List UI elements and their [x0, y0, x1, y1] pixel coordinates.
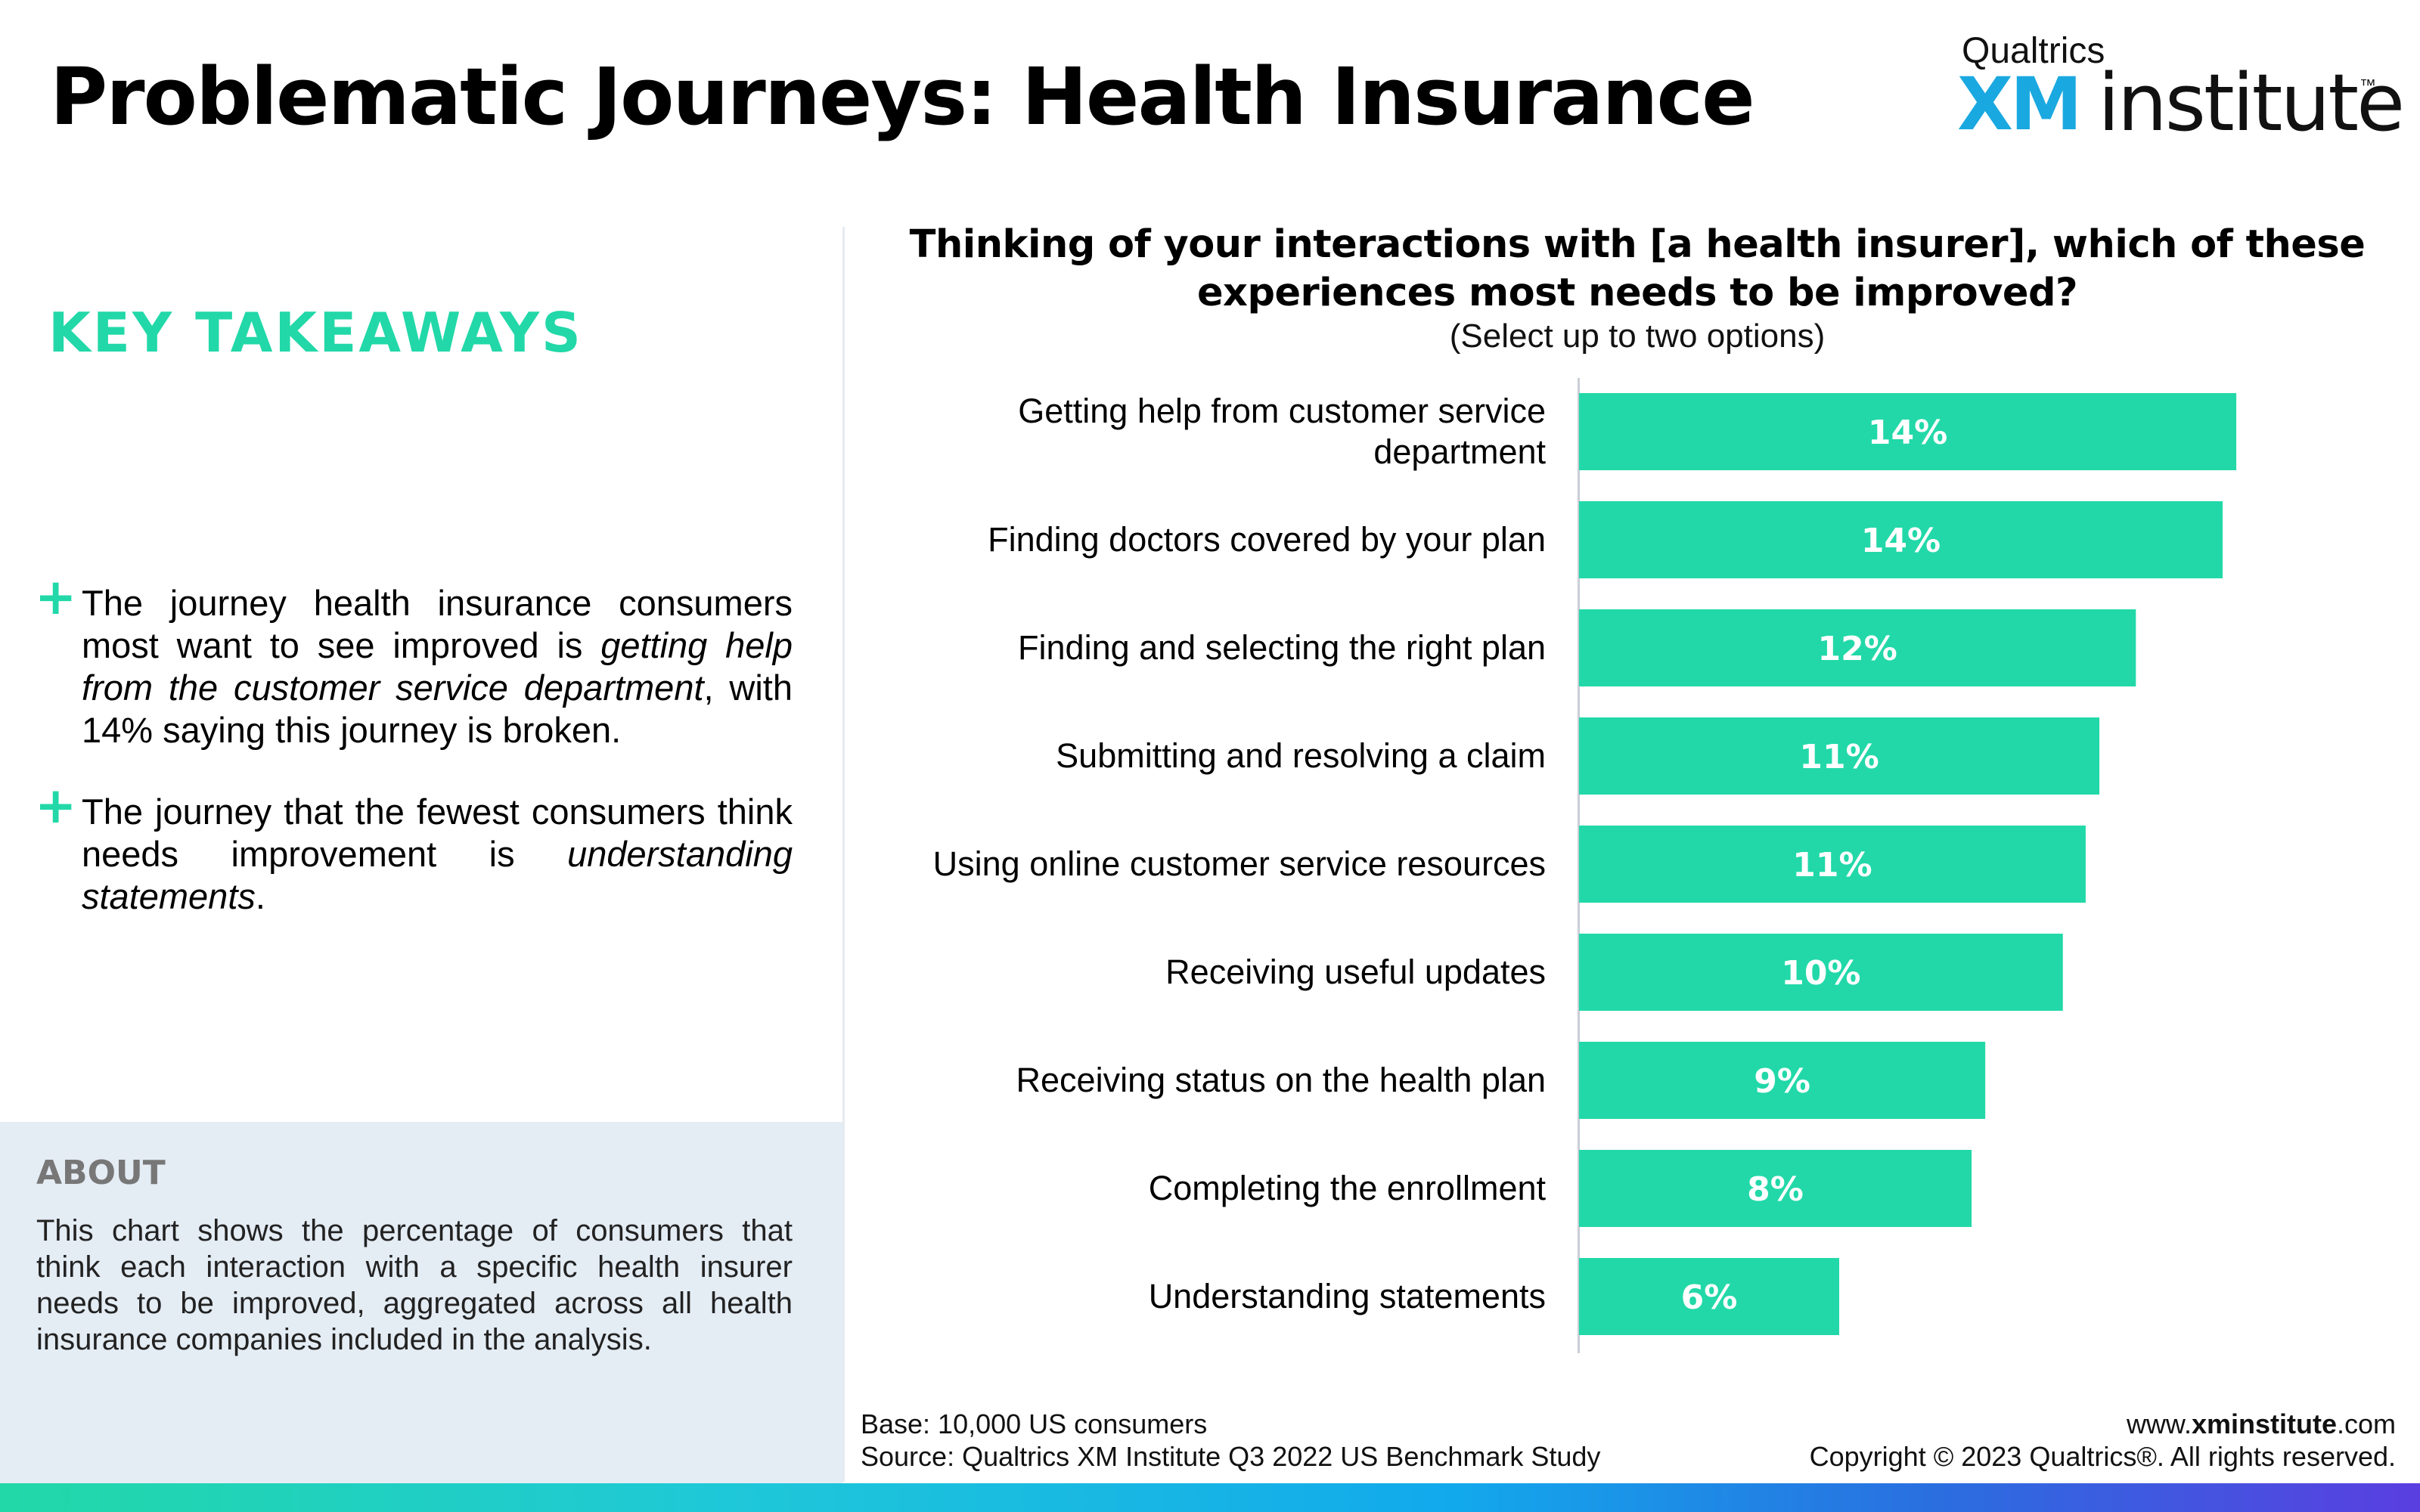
- bar-1: [1579, 393, 2237, 470]
- page-title: Problematic Journeys: Health Insurance: [50, 51, 1755, 143]
- category-label: Completing the enrollment: [1149, 1169, 1547, 1207]
- bar-value-label: 12%: [1817, 630, 1897, 668]
- footer-website: www.xminstitute.com: [2126, 1408, 2396, 1439]
- category-label: Getting help from customer service depart…: [1018, 392, 1546, 471]
- column-divider: [842, 227, 845, 1482]
- bar-3: [1579, 609, 2136, 686]
- bar-2: [1579, 501, 2223, 578]
- bar-9: [1579, 1258, 1840, 1335]
- bottom-gradient-strip: [0, 1483, 2420, 1512]
- key-takeaways-heading: KEY TAKEAWAYS: [48, 301, 583, 364]
- bar-value-label: 6%: [1681, 1278, 1738, 1317]
- footer-source-text: Source: Qualtrics XM Institute Q3 2022 U…: [861, 1441, 1601, 1472]
- bar-value-label: 11%: [1792, 846, 1872, 885]
- logo-institute-text: institute: [2098, 57, 2405, 149]
- xm-institute-logo: Qualtrics XM institute ™: [1957, 30, 2405, 147]
- logo-qualtrics-text: Qualtrics: [1962, 31, 2105, 71]
- footer-base-text: Base: 10,000 US consumers: [861, 1408, 1208, 1439]
- logo-trademark: ™: [2360, 76, 2376, 94]
- bar-7: [1579, 1042, 1986, 1119]
- bar-5: [1579, 826, 2086, 903]
- category-label: Receiving useful updates: [1165, 953, 1546, 991]
- category-label: Finding and selecting the right plan: [1018, 628, 1546, 667]
- footer-copyright-text: Copyright © 2023 Qualtrics®. All rights …: [1809, 1441, 2396, 1472]
- category-label: Using online customer service resources: [933, 844, 1546, 883]
- takeaway-item: + The journey that the fewest consumers …: [35, 781, 793, 918]
- chart-title: Thinking of your interactions with [a he…: [909, 222, 2366, 315]
- takeaway-item: + The journey health insurance consumers…: [35, 572, 793, 751]
- plus-icon: +: [35, 776, 77, 835]
- about-panel: ABOUT This chart shows the percentage of…: [0, 1122, 842, 1483]
- takeaway-text: The journey health insurance consumers m…: [82, 583, 793, 750]
- bar-value-label: 14%: [1868, 414, 1947, 452]
- bar-value-label: 14%: [1861, 522, 1941, 560]
- category-label: Receiving status on the health plan: [1016, 1061, 1546, 1099]
- category-label: Finding doctors covered by your plan: [988, 520, 1546, 559]
- bar-value-label: 9%: [1754, 1062, 1810, 1101]
- about-text: This chart shows the percentage of consu…: [36, 1214, 793, 1356]
- category-label: Understanding statements: [1149, 1277, 1546, 1315]
- category-label: Submitting and resolving a claim: [1056, 736, 1546, 775]
- takeaway-text: The journey that the fewest consumers th…: [82, 792, 793, 916]
- chart-subtitle: (Select up to two options): [1449, 318, 1826, 355]
- bar-value-label: 11%: [1799, 738, 1879, 776]
- footer-source: Base: 10,000 US consumers Source: Qualtr…: [861, 1408, 1600, 1473]
- bar-8: [1579, 1150, 1972, 1227]
- bar-value-label: 10%: [1781, 954, 1860, 993]
- bar-6: [1579, 934, 2063, 1011]
- footer-copyright: www.xminstitute.com Copyright © 2023 Qua…: [1810, 1408, 2396, 1473]
- plus-icon: +: [35, 568, 77, 626]
- about-heading: ABOUT: [36, 1154, 166, 1192]
- bar-value-label: 8%: [1747, 1170, 1804, 1209]
- bar-4: [1579, 717, 2100, 795]
- logo-xm-text: XM: [1957, 62, 2083, 147]
